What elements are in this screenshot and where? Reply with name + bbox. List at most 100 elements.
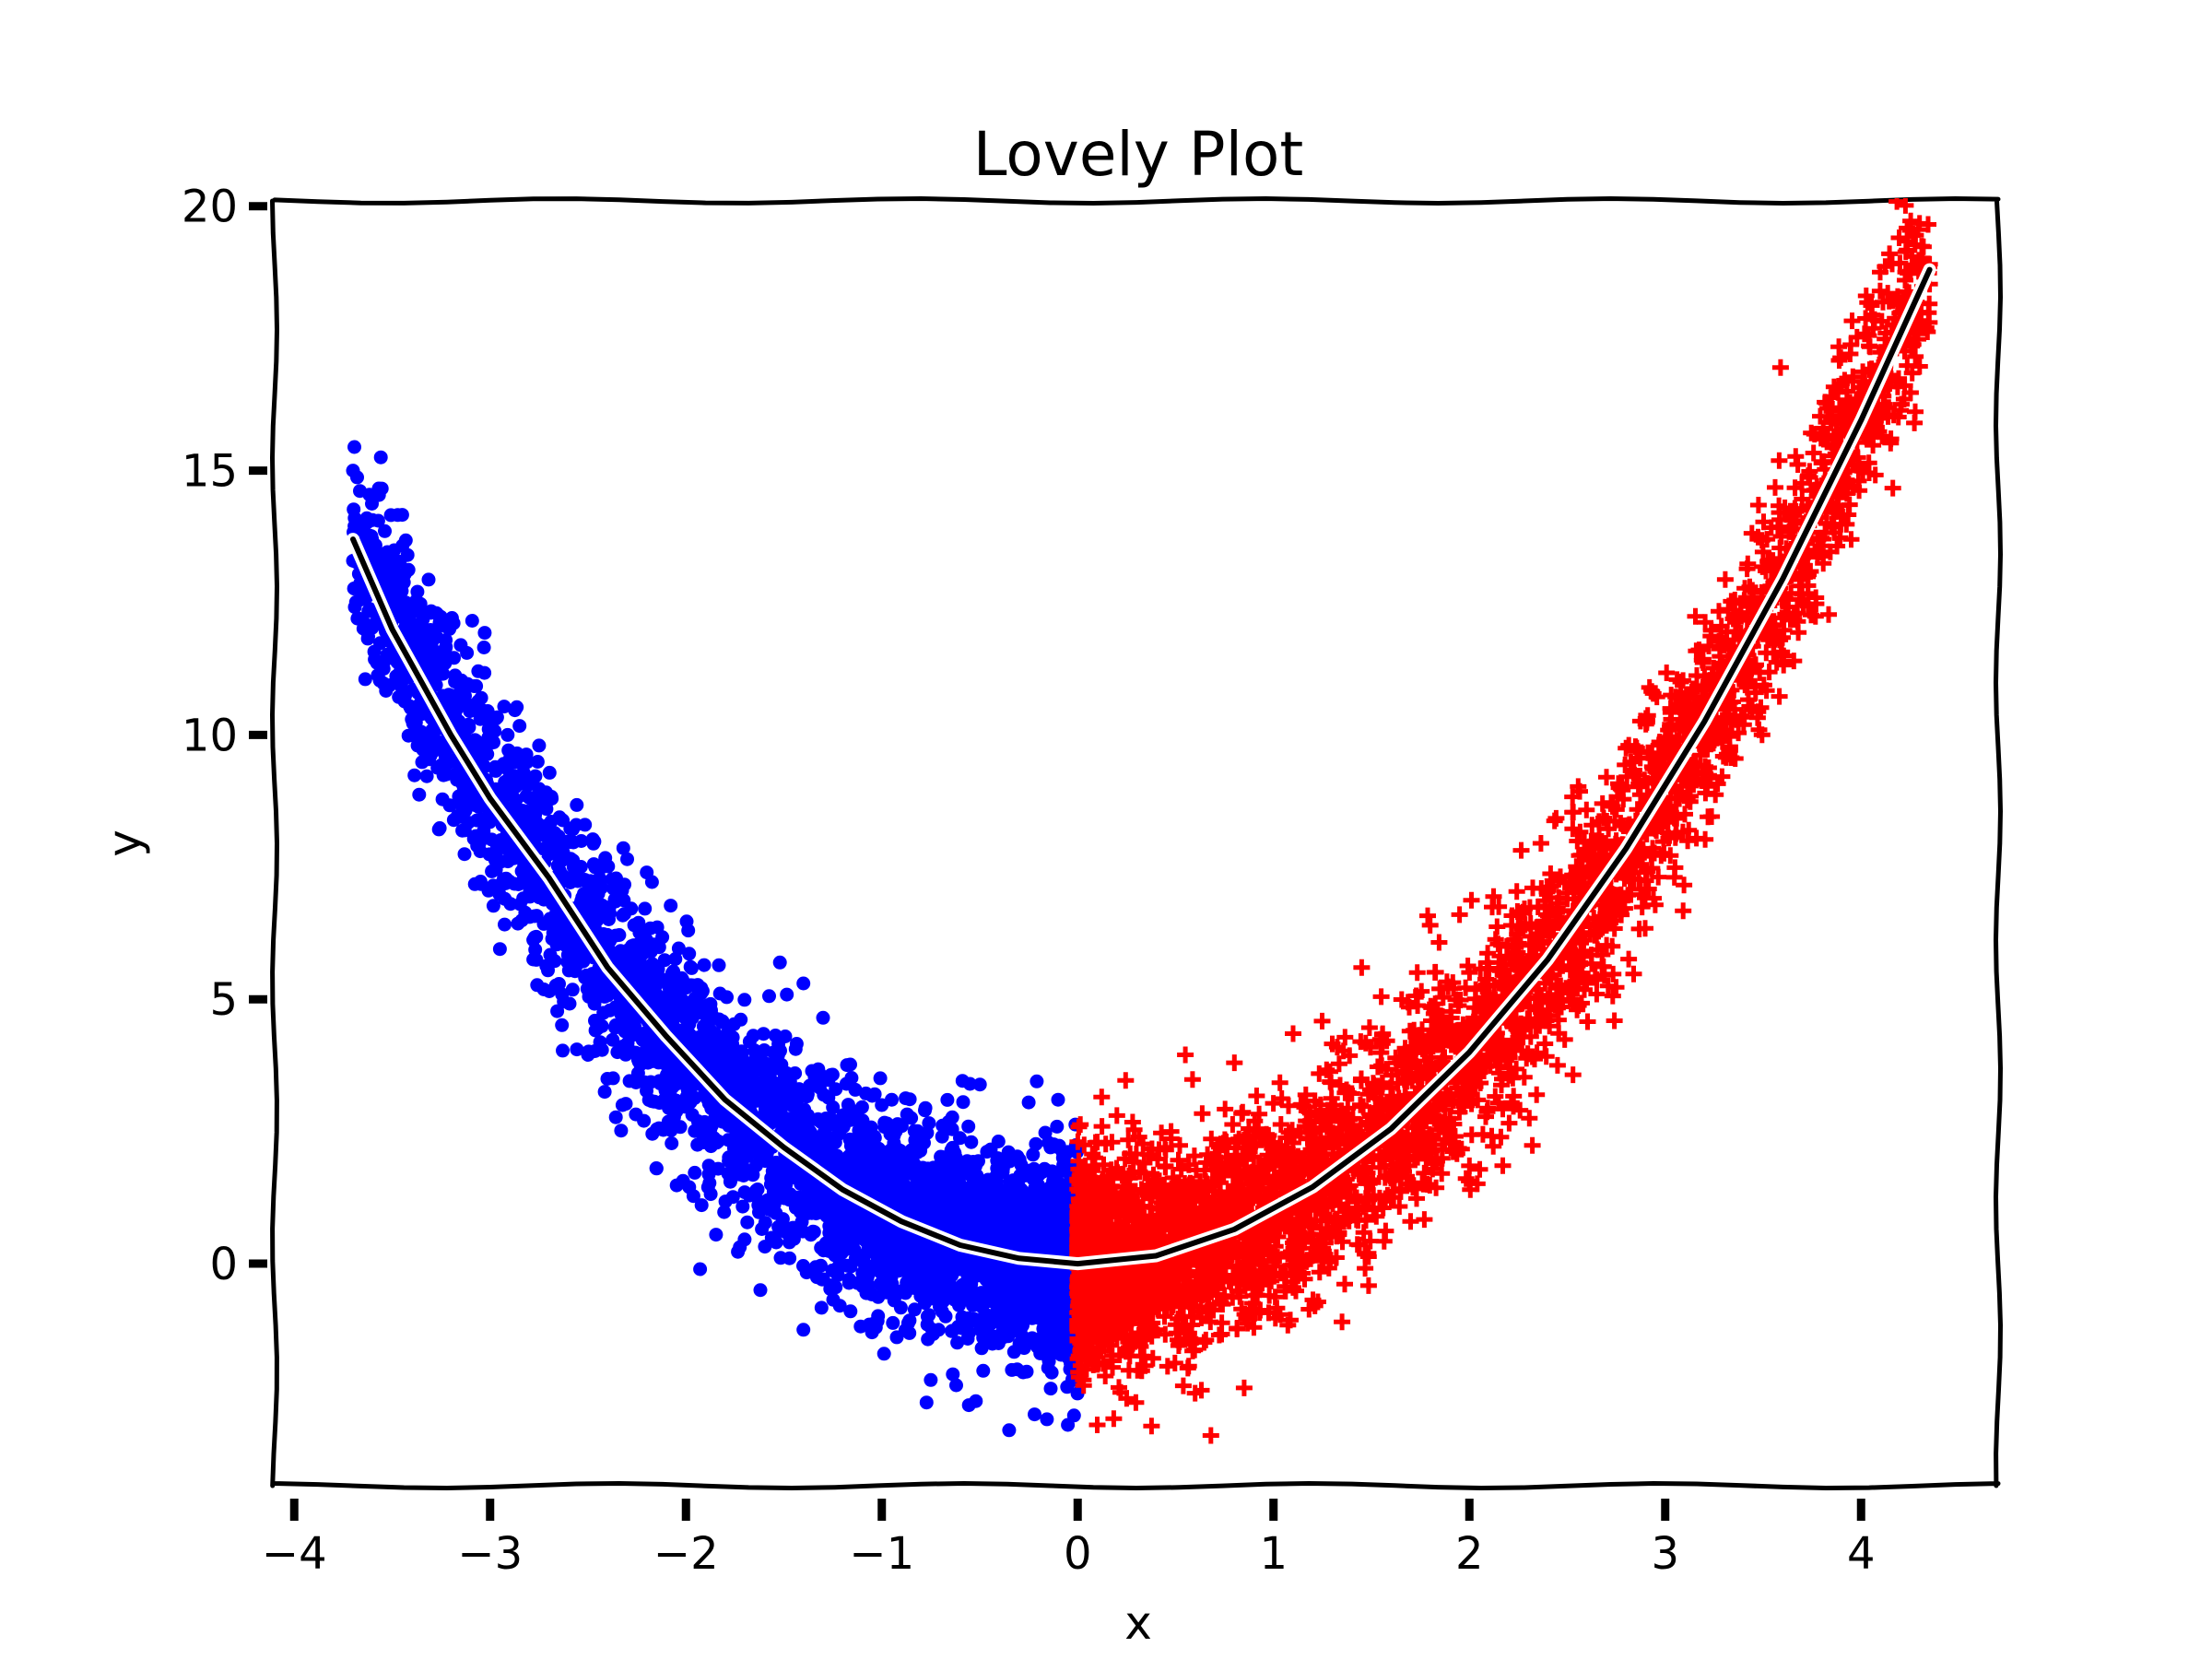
data-point	[379, 569, 394, 583]
data-point	[657, 953, 672, 968]
data-point	[740, 1215, 755, 1230]
data-point	[556, 1043, 570, 1058]
data-point	[826, 1278, 841, 1293]
data-point	[816, 1010, 830, 1025]
data-point	[419, 769, 434, 783]
data-point	[542, 765, 557, 780]
data-point	[978, 1307, 993, 1322]
data-point	[509, 802, 524, 817]
data-point	[907, 1157, 922, 1171]
data-point	[916, 1172, 931, 1187]
data-point	[1051, 1092, 1065, 1107]
data-point	[803, 1078, 818, 1093]
data-point	[844, 1209, 859, 1224]
data-point	[1020, 1310, 1035, 1324]
data-point	[347, 511, 362, 525]
data-point	[1451, 906, 1468, 924]
data-point	[650, 920, 665, 935]
data-point	[1093, 1088, 1111, 1106]
data-point	[532, 738, 547, 753]
data-point	[1048, 1228, 1063, 1242]
data-point	[727, 1148, 742, 1163]
data-point	[412, 617, 427, 631]
data-point	[935, 1129, 949, 1144]
data-point	[773, 1043, 787, 1058]
data-point	[933, 1201, 947, 1216]
data-point	[530, 755, 545, 769]
data-point	[424, 744, 438, 759]
data-point	[518, 905, 533, 920]
data-point	[398, 533, 413, 547]
data-point	[358, 672, 372, 687]
data-point	[649, 1161, 664, 1175]
data-point	[1408, 964, 1426, 982]
data-point	[832, 1220, 847, 1235]
data-point	[652, 1055, 666, 1070]
data-point	[1026, 1147, 1041, 1162]
data-point	[931, 1323, 946, 1337]
data-point	[378, 653, 393, 668]
data-point	[764, 1096, 779, 1111]
data-point	[1026, 1277, 1041, 1292]
data-point	[964, 1135, 979, 1149]
data-point	[450, 808, 465, 823]
data-point	[865, 1288, 879, 1301]
data-point	[1461, 1157, 1478, 1174]
data-point	[847, 1243, 862, 1257]
data-point	[847, 1104, 862, 1119]
data-point	[583, 969, 598, 983]
data-point	[550, 1004, 565, 1018]
data-point	[359, 511, 374, 525]
data-point	[539, 785, 553, 800]
data-point	[1043, 1382, 1058, 1396]
data-point	[455, 823, 470, 838]
data-point	[1066, 1408, 1081, 1423]
data-point	[752, 1205, 766, 1219]
data-point	[775, 1181, 790, 1195]
data-point	[431, 822, 446, 837]
data-point	[841, 1149, 856, 1163]
data-point	[457, 847, 472, 862]
data-point	[780, 987, 794, 1002]
data-point	[488, 759, 502, 774]
data-point	[498, 917, 512, 932]
data-point	[735, 1199, 750, 1214]
data-point	[843, 1057, 857, 1072]
data-point	[361, 533, 376, 547]
data-point	[855, 1265, 870, 1280]
data-point	[1015, 1329, 1030, 1344]
data-point	[412, 787, 427, 802]
data-point	[944, 1268, 959, 1283]
data-point	[919, 1395, 934, 1410]
data-point	[470, 839, 485, 853]
data-point	[601, 859, 616, 874]
data-point	[614, 1124, 629, 1138]
data-point	[497, 700, 512, 714]
data-point	[590, 912, 605, 927]
data-point	[701, 1159, 716, 1173]
data-point	[444, 611, 459, 625]
data-point	[409, 594, 424, 608]
data-point	[913, 1187, 928, 1201]
data-point	[681, 924, 696, 938]
data-point	[1334, 1313, 1351, 1331]
data-point	[1005, 1362, 1019, 1377]
data-point	[1030, 1074, 1044, 1088]
data-point	[971, 1171, 986, 1186]
data-point	[429, 660, 443, 674]
data-point	[967, 1289, 982, 1304]
data-point	[956, 1095, 971, 1110]
data-point	[1921, 151, 1937, 168]
data-point	[924, 1372, 938, 1387]
data-point	[980, 1145, 994, 1159]
data-point	[474, 690, 488, 705]
data-point	[608, 1110, 623, 1124]
data-point	[1226, 1054, 1243, 1072]
data-point	[585, 832, 600, 847]
data-point	[1050, 1172, 1064, 1187]
data-point	[844, 1165, 859, 1180]
data-point	[885, 1092, 899, 1107]
data-point	[494, 854, 509, 869]
data-point	[717, 1205, 732, 1219]
data-point	[720, 1040, 734, 1054]
